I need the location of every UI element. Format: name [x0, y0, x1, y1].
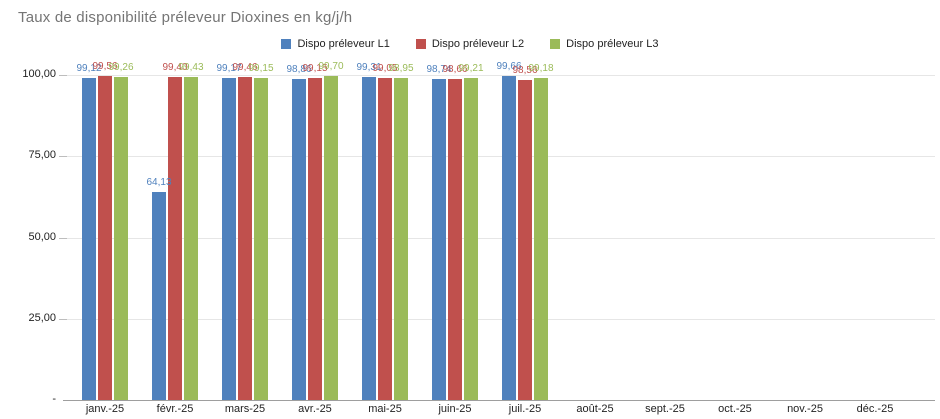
y-gridline [65, 237, 935, 239]
legend-label: Dispo préleveur L3 [566, 38, 659, 50]
bar-l3-m1[interactable] [114, 77, 128, 400]
bar-l2-m2[interactable] [168, 76, 182, 400]
x-axis-label: févr.-25 [156, 403, 194, 415]
x-axis-label: mars-25 [224, 403, 266, 415]
bar-l3-m7[interactable] [534, 77, 548, 400]
bar-l3-m6[interactable] [464, 77, 478, 400]
bar-l1-m3[interactable] [222, 77, 236, 400]
y-axis-label: - [52, 393, 56, 405]
bar-value-label: 98,56 [512, 64, 538, 76]
bar-l1-m7[interactable] [502, 76, 516, 400]
bar-value-label: 99,17 [216, 62, 242, 74]
bar-value-label: 99,70 [318, 60, 344, 72]
y-gridline [65, 75, 935, 76]
legend-item-l2[interactable]: Dispo préleveur L2 [415, 38, 525, 50]
bar-value-label: 99,40 [162, 61, 188, 73]
bar-value-label: 99,43 [178, 61, 204, 73]
bar-value-label: 99,18 [528, 62, 554, 74]
bar-value-label: 99,56 [92, 61, 118, 73]
bar-value-label: 99,46 [232, 61, 258, 73]
x-axis-label: déc.-25 [856, 403, 894, 415]
bar-value-label: 64,13 [146, 176, 172, 188]
x-axis-label: août-25 [576, 403, 614, 415]
legend-item-l1[interactable]: Dispo préleveur L1 [281, 38, 390, 50]
bar-value-label: 99,12 [76, 62, 102, 74]
y-axis-label: 100,00 [22, 68, 56, 80]
y-axis-tick [59, 237, 67, 239]
y-gridline [65, 318, 935, 320]
bar-value-label: 99,21 [458, 62, 484, 74]
bar-value-label: 99,31 [356, 62, 382, 74]
bar-value-label: 99,05 [372, 63, 398, 75]
bar-l1-m5[interactable] [362, 77, 376, 400]
bar-l2-m4[interactable] [308, 77, 322, 400]
legend-swatch-icon [281, 39, 292, 49]
x-axis-label: juin-25 [438, 403, 472, 415]
bar-value-label: 98,74 [426, 64, 452, 76]
legend-label: Dispo préleveur L2 [431, 38, 525, 50]
x-axis-label: nov.-25 [787, 403, 823, 415]
bar-l1-m1[interactable] [82, 77, 96, 400]
bar-l3-m4[interactable] [324, 75, 338, 400]
y-axis-tick [59, 75, 67, 76]
legend-label: Dispo préleveur L1 [297, 38, 390, 50]
x-axis-label: mai-25 [368, 403, 402, 415]
x-axis-label: avr.-25 [298, 403, 332, 415]
y-axis-label: 50,00 [28, 230, 56, 243]
x-axis-label: oct.-25 [718, 403, 752, 415]
chart-legend: Dispo préleveur L1 Dispo préleveur L2 Disp… [0, 38, 940, 50]
bar-l2-m3[interactable] [238, 76, 252, 400]
bar-l2-m1[interactable] [98, 76, 112, 400]
bar-value-label: 99,15 [248, 62, 274, 74]
bar-value-label: 98,66 [442, 64, 468, 76]
x-axis-label: juil.-25 [508, 403, 542, 415]
bar-l3-m2[interactable] [184, 76, 198, 400]
bar-l2-m5[interactable] [378, 78, 392, 400]
bar-value-label: 99,26 [108, 62, 134, 74]
bar-value-label: 99,15 [302, 62, 328, 74]
y-gridline [65, 156, 935, 158]
y-axis-label: 25,00 [28, 311, 56, 324]
bar-value-label: 98,86 [286, 63, 312, 75]
bar-l3-m3[interactable] [254, 77, 268, 400]
bar-l1-m2[interactable] [152, 191, 166, 400]
x-axis-line [63, 400, 935, 401]
bar-value-label: 99,66 [496, 61, 522, 73]
legend-swatch-icon [415, 39, 426, 49]
bar-value-label: 98,95 [388, 63, 414, 75]
y-axis-tick [59, 156, 67, 158]
legend-swatch-icon [550, 39, 561, 49]
legend-item-l3[interactable]: Dispo préleveur L3 [550, 38, 659, 50]
y-axis-tick [59, 318, 67, 320]
bar-l1-m6[interactable] [432, 79, 446, 400]
bar-l1-m4[interactable] [292, 78, 306, 400]
x-axis-label: sept.-25 [645, 403, 685, 415]
x-axis-label: janv.-25 [85, 403, 125, 415]
bar-l3-m5[interactable] [394, 78, 408, 400]
bar-l2-m7[interactable] [518, 79, 532, 400]
chart-title: Taux de disponibilité préleveur Dioxines… [18, 9, 353, 26]
y-axis-label: 75,00 [28, 149, 56, 162]
bar-l2-m6[interactable] [448, 79, 462, 400]
